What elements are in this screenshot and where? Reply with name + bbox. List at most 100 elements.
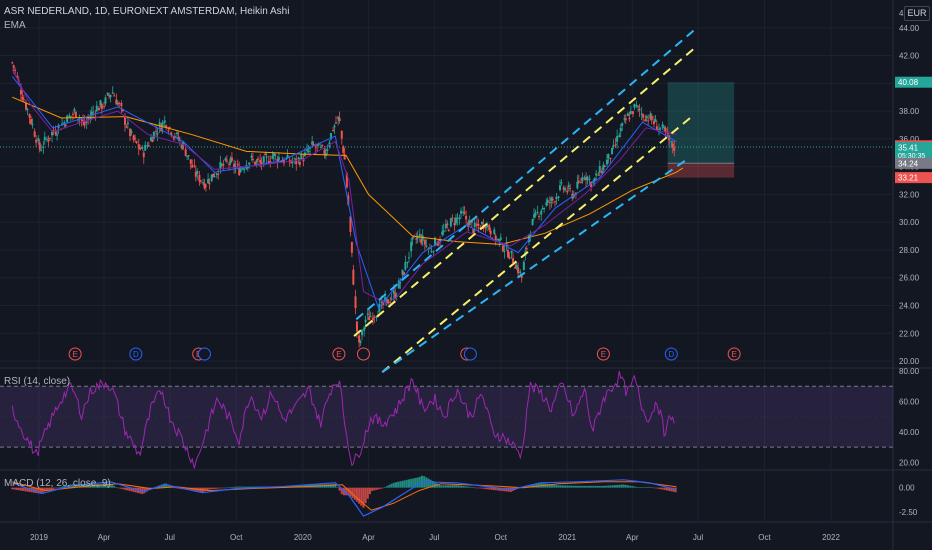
candle[interactable]: [496, 239, 499, 241]
candle[interactable]: [246, 167, 249, 169]
candle[interactable]: [434, 237, 436, 246]
candle[interactable]: [473, 222, 476, 228]
candle[interactable]: [467, 221, 470, 227]
candle[interactable]: [600, 170, 603, 174]
candle[interactable]: [155, 130, 158, 132]
candle[interactable]: [69, 115, 72, 117]
candle[interactable]: [581, 177, 584, 182]
candle[interactable]: [494, 235, 497, 241]
candle[interactable]: [510, 250, 513, 254]
candle[interactable]: [193, 165, 196, 167]
candle[interactable]: [456, 217, 459, 219]
candle[interactable]: [150, 137, 153, 141]
candle[interactable]: [349, 216, 352, 232]
candle[interactable]: [56, 134, 59, 136]
candle[interactable]: [37, 138, 40, 142]
candle[interactable]: [224, 158, 227, 161]
candle[interactable]: [38, 142, 41, 150]
candle[interactable]: [609, 158, 612, 160]
candle[interactable]: [553, 201, 556, 203]
candle[interactable]: [366, 313, 369, 315]
rsi-pane[interactable]: [0, 370, 893, 469]
candle[interactable]: [637, 106, 640, 108]
candle[interactable]: [172, 137, 175, 139]
candle[interactable]: [420, 239, 423, 244]
candle[interactable]: [248, 162, 251, 165]
position-stop-zone[interactable]: [667, 163, 735, 178]
candle[interactable]: [225, 160, 228, 162]
candle[interactable]: [134, 138, 137, 140]
candle[interactable]: [597, 174, 600, 176]
candle[interactable]: [228, 163, 231, 165]
candle[interactable]: [220, 164, 223, 166]
candle[interactable]: [47, 140, 50, 142]
candle[interactable]: [45, 138, 48, 140]
candle[interactable]: [176, 132, 179, 135]
candle[interactable]: [83, 121, 86, 126]
candle[interactable]: [562, 187, 565, 190]
macd-line[interactable]: [12, 479, 677, 517]
candle[interactable]: [550, 197, 553, 201]
candle[interactable]: [488, 224, 491, 230]
candle[interactable]: [271, 155, 274, 159]
candle[interactable]: [352, 269, 355, 285]
candle[interactable]: [629, 110, 632, 114]
candle[interactable]: [198, 175, 201, 182]
candle[interactable]: [187, 155, 190, 157]
candle[interactable]: [321, 145, 324, 147]
candle[interactable]: [87, 118, 90, 120]
candle[interactable]: [250, 155, 253, 158]
candle[interactable]: [202, 182, 205, 184]
candle[interactable]: [293, 158, 296, 160]
candle[interactable]: [394, 293, 397, 299]
candle[interactable]: [559, 185, 562, 191]
candle[interactable]: [645, 116, 648, 119]
candle[interactable]: [337, 116, 340, 120]
candle[interactable]: [430, 250, 433, 252]
candle[interactable]: [11, 62, 14, 64]
candle[interactable]: [333, 125, 336, 128]
candle[interactable]: [527, 234, 530, 243]
candle[interactable]: [652, 121, 655, 124]
candle[interactable]: [397, 280, 400, 289]
candle[interactable]: [364, 319, 367, 323]
candle[interactable]: [208, 183, 211, 185]
ring-event-marker[interactable]: [197, 347, 211, 361]
candle[interactable]: [439, 239, 442, 241]
candle[interactable]: [501, 245, 504, 252]
channel-outer-line[interactable]: [355, 29, 695, 321]
candle[interactable]: [165, 125, 168, 129]
candle[interactable]: [371, 317, 374, 321]
candle[interactable]: [664, 127, 667, 133]
candle[interactable]: [350, 241, 353, 253]
candle[interactable]: [316, 144, 319, 146]
candle[interactable]: [671, 143, 674, 148]
candle[interactable]: [204, 185, 207, 187]
candle[interactable]: [489, 230, 492, 235]
candle[interactable]: [399, 282, 402, 284]
candle[interactable]: [480, 221, 483, 225]
candle[interactable]: [404, 262, 407, 270]
candle[interactable]: [297, 157, 300, 160]
candle[interactable]: [369, 316, 372, 318]
dividend-event-marker[interactable]: [129, 347, 143, 361]
candle[interactable]: [43, 136, 46, 141]
rsi-legend[interactable]: RSI (14, close): [4, 376, 71, 387]
candle[interactable]: [583, 177, 586, 179]
candle[interactable]: [161, 122, 164, 128]
candle[interactable]: [441, 231, 444, 235]
candle[interactable]: [329, 133, 332, 140]
candle[interactable]: [541, 207, 544, 209]
candle[interactable]: [100, 103, 103, 110]
candle[interactable]: [458, 217, 461, 220]
candle[interactable]: [97, 107, 100, 111]
candle[interactable]: [106, 92, 109, 95]
candle[interactable]: [199, 180, 202, 182]
candle[interactable]: [635, 105, 638, 107]
candle[interactable]: [520, 275, 523, 278]
candle[interactable]: [345, 173, 348, 188]
candle[interactable]: [239, 168, 242, 173]
candle[interactable]: [326, 149, 329, 152]
candle[interactable]: [670, 141, 673, 143]
candle[interactable]: [276, 159, 279, 163]
